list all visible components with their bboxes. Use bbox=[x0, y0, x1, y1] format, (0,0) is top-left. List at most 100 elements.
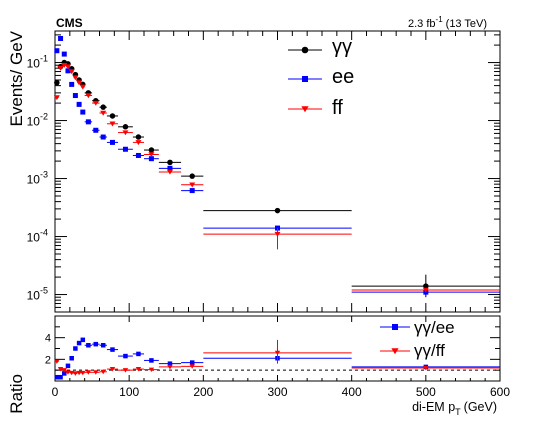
legend-entry-gg bbox=[288, 46, 322, 54]
main-point bbox=[99, 110, 107, 116]
main-marker bbox=[72, 75, 79, 81]
ratio-point bbox=[80, 337, 86, 343]
main-point bbox=[144, 156, 159, 162]
legend-entry-gg-over-ff bbox=[380, 348, 410, 355]
main-marker bbox=[189, 173, 195, 179]
main-point bbox=[80, 109, 86, 115]
ratio-marker bbox=[122, 368, 129, 373]
main-point bbox=[203, 228, 352, 250]
main-point bbox=[181, 173, 204, 179]
ratio-marker bbox=[54, 359, 60, 364]
ratio-point bbox=[92, 341, 100, 347]
ratio-point bbox=[144, 367, 159, 373]
main-point bbox=[68, 69, 75, 75]
luminosity-energy: (13 TeV) bbox=[446, 18, 487, 30]
legend-label-gg-over-ee: γγ/ee bbox=[414, 318, 455, 337]
ratio-point bbox=[158, 361, 182, 366]
main-point bbox=[54, 48, 60, 54]
ratio-marker bbox=[148, 367, 155, 373]
ratio-point bbox=[76, 340, 82, 346]
main-point bbox=[181, 182, 204, 188]
main-marker bbox=[166, 169, 173, 175]
legend-marker bbox=[391, 348, 399, 355]
ratio-marker bbox=[80, 337, 86, 343]
ratio-marker bbox=[65, 370, 71, 375]
main-marker bbox=[135, 134, 142, 140]
ratio-marker bbox=[85, 370, 92, 375]
ratio-marker bbox=[76, 340, 82, 346]
ratio-marker bbox=[189, 360, 195, 365]
main-marker bbox=[135, 140, 142, 146]
ratio-marker bbox=[109, 367, 116, 372]
main-marker bbox=[100, 134, 106, 140]
main-y-tick-labels: 10-5 10-4 10-3 10-2 10-1 bbox=[27, 54, 48, 303]
ratio-marker bbox=[86, 343, 91, 348]
ratio-point bbox=[72, 371, 79, 376]
luminosity-exponent: -1 bbox=[436, 15, 444, 24]
main-marker bbox=[135, 152, 141, 158]
legend-label-ee: ee bbox=[332, 66, 354, 88]
main-point bbox=[132, 140, 144, 146]
main-point bbox=[76, 101, 82, 107]
ratio-point bbox=[68, 370, 75, 376]
ratio-marker bbox=[76, 370, 82, 376]
experiment-label: CMS bbox=[56, 16, 83, 30]
ratio-point bbox=[84, 343, 93, 348]
x-tick-label: 200 bbox=[193, 385, 213, 399]
main-data-points bbox=[53, 35, 500, 298]
main-point bbox=[118, 146, 133, 152]
ratio-marker bbox=[61, 368, 67, 373]
main-marker bbox=[65, 68, 71, 74]
main-series-2 bbox=[54, 35, 500, 295]
main-marker bbox=[68, 69, 75, 75]
ratio-legend: γγ/ee γγ/ff bbox=[380, 318, 455, 360]
main-y-axis-label: Events/ GeV bbox=[7, 30, 26, 126]
x-tick-label: 400 bbox=[342, 385, 362, 399]
ratio-marker bbox=[423, 365, 429, 371]
x-axis-label: di-EM pT (GeV) bbox=[412, 400, 497, 417]
main-marker bbox=[109, 139, 115, 145]
main-marker bbox=[85, 93, 92, 99]
ratio-point bbox=[158, 364, 182, 370]
main-marker bbox=[148, 147, 155, 153]
ratio-y-axis-label: Ratio bbox=[7, 374, 26, 414]
ratio-marker bbox=[149, 358, 154, 363]
main-marker bbox=[76, 80, 83, 86]
ratio-panel: 2 4 0 100 200 300 400 500 600 Ratio di-E… bbox=[7, 315, 511, 417]
main-point bbox=[106, 139, 119, 145]
main-point bbox=[72, 75, 79, 81]
legend-label-ff: ff bbox=[332, 97, 343, 119]
main-point bbox=[106, 113, 119, 119]
main-point bbox=[79, 84, 86, 90]
main-marker bbox=[423, 283, 429, 289]
ratio-point bbox=[54, 359, 60, 364]
main-marker bbox=[122, 146, 128, 152]
main-marker bbox=[100, 104, 106, 110]
main-point bbox=[64, 64, 71, 70]
ratio-y-tick-label: 4 bbox=[45, 333, 51, 345]
main-marker bbox=[274, 207, 281, 214]
main-marker bbox=[79, 84, 86, 90]
main-marker bbox=[122, 130, 129, 136]
main-marker bbox=[122, 124, 129, 130]
x-tick-label: 100 bbox=[119, 385, 139, 399]
main-marker bbox=[148, 152, 155, 158]
main-point bbox=[65, 68, 71, 74]
main-point bbox=[54, 79, 60, 86]
main-marker bbox=[167, 165, 173, 171]
ratio-axis-ticks bbox=[54, 316, 501, 381]
ratio-marker bbox=[62, 371, 67, 376]
ratio-marker bbox=[93, 370, 99, 375]
main-point bbox=[144, 147, 159, 153]
main-y-tick-label: 10-3 bbox=[27, 170, 48, 187]
legend-entry-gg-over-ee bbox=[380, 324, 410, 330]
x-tick-label: 0 bbox=[52, 385, 59, 399]
main-point bbox=[57, 65, 64, 71]
legend-label-gg: γγ bbox=[332, 36, 352, 58]
main-point bbox=[84, 119, 93, 125]
x-tick-labels: 0 100 200 300 400 500 600 bbox=[52, 385, 511, 399]
ratio-point bbox=[99, 369, 107, 375]
ratio-point bbox=[92, 370, 100, 375]
main-axis-ticks bbox=[54, 31, 501, 312]
